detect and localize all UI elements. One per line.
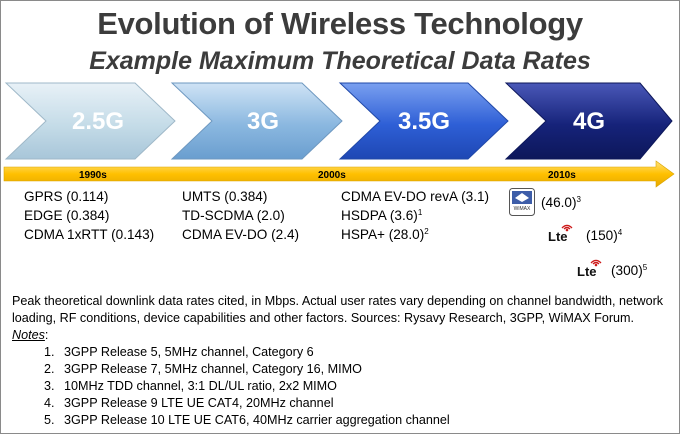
gen-label-4g: 4G: [572, 108, 605, 135]
tech-hsdpa: HSDPA (3.6)1: [341, 206, 489, 225]
footer-text: Peak theoretical downlink data rates cit…: [12, 294, 664, 325]
gen-label-3-5g: 3.5G: [397, 108, 451, 135]
rate-lte-cat6: (300)5: [611, 263, 647, 278]
note-item: 10MHz TDD channel, 3:1 DL/UL ratio, 2x2 …: [58, 378, 674, 395]
note-ref-4: 4: [617, 228, 623, 237]
tech-umts: UMTS (0.384): [182, 189, 268, 204]
rate-wimax-value: (46.0): [541, 195, 577, 210]
lte-advanced-logo-text: Lte: [577, 264, 597, 279]
tech-gprs: GPRS (0.114): [24, 189, 109, 204]
notes-list: 3GPP Release 5, 5MHz channel, Category 6…: [12, 344, 674, 429]
note-item: 3GPP Release 7, 5MHz channel, Category 1…: [58, 361, 674, 378]
lte-advanced-logo: Lte: [577, 259, 602, 279]
arrow-3-5g: [338, 82, 509, 160]
tech-hspa-plus-text: HSPA+ (28.0): [341, 227, 425, 242]
notes-heading: Notes:: [12, 328, 49, 342]
tech-ev-do-reva: CDMA EV-DO revA (3.1): [341, 187, 489, 206]
timeline-arrow: [3, 160, 675, 188]
note-ref-2: 2: [424, 227, 429, 236]
era-2010s: 2010s: [548, 170, 576, 181]
slide-subtitle: Example Maximum Theoretical Data Rates: [89, 47, 591, 75]
tech-td-scdma: TD-SCDMA (2.0): [182, 208, 285, 223]
slide-title: Evolution of Wireless Technology: [97, 6, 583, 41]
lte-logo: Lte: [548, 224, 573, 244]
note-item: 3GPP Release 10 LTE UE CAT6, 40MHz carri…: [58, 412, 674, 429]
gen-label-2-5g: 2.5G: [71, 108, 125, 135]
arrow-4g: [504, 82, 673, 160]
tech-ev-do-reva-text: CDMA EV-DO revA (3.1): [341, 189, 490, 204]
rate-lte-cat4: (150)4: [586, 228, 622, 243]
footer-notes: Peak theoretical downlink data rates cit…: [12, 293, 674, 429]
note-ref-1: 1: [417, 208, 423, 217]
wimax-certified-logo: WiMAX: [509, 188, 535, 216]
tech-hspa-plus: HSPA+ (28.0)2: [341, 225, 489, 244]
tech-edge: EDGE (0.384): [24, 208, 110, 223]
tech-cdma-1xrtt: CDMA 1xRTT (0.143): [24, 227, 155, 242]
tech-list-3-5g: CDMA EV-DO revA (3.1) HSDPA (3.6)1 HSPA+…: [341, 187, 489, 244]
tech-list-3g: UMTS (0.384) TD-SCDMA (2.0) CDMA EV-DO (…: [182, 187, 299, 244]
tech-cdma-ev-do: CDMA EV-DO (2.4): [182, 227, 300, 242]
wimax-logo-text: WiMAX: [514, 206, 531, 212]
note-ref-5: 5: [642, 263, 648, 272]
notes-label: Notes: [12, 328, 45, 342]
tech-list-2-5g: GPRS (0.114) EDGE (0.384) CDMA 1xRTT (0.…: [24, 187, 154, 244]
generation-arrows: [3, 82, 675, 188]
era-2000s: 2000s: [318, 170, 346, 181]
rate-lte-cat4-value: (150): [586, 228, 618, 243]
arrow-2-5g: [4, 82, 176, 160]
gen-label-3g: 3G: [246, 108, 279, 135]
note-ref-3: 3: [576, 195, 581, 204]
lte-logo-text: Lte: [548, 229, 568, 244]
era-1990s: 1990s: [79, 170, 107, 181]
tech-hsdpa-text: HSDPA (3.6): [341, 208, 418, 223]
arrow-3g: [170, 82, 343, 160]
note-item: 3GPP Release 9 LTE UE CAT4, 20MHz channe…: [58, 395, 674, 412]
rate-wimax: (46.0)3: [541, 195, 581, 210]
rate-lte-cat6-value: (300): [611, 263, 643, 278]
note-item: 3GPP Release 5, 5MHz channel, Category 6: [58, 344, 674, 361]
